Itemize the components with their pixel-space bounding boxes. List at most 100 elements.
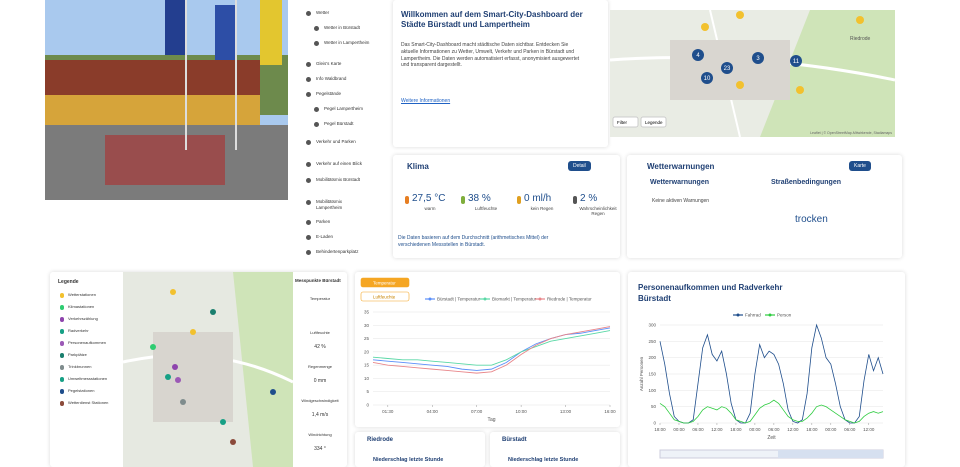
map-button[interactable]: Karte [849, 161, 871, 171]
legend-item: Klimastationen [68, 304, 95, 309]
temperature-chart: Temperatur Luftfeuchte 0 5 10 15 20 25 30 35 01:30… [360, 277, 616, 423]
legend-icon [60, 329, 64, 334]
nav-item[interactable]: Gleis's Karte [316, 61, 342, 66]
x-tick-label: 06:00 [692, 427, 704, 432]
x-tick-label: 00:00 [749, 427, 761, 432]
map-marker [796, 86, 804, 94]
rain-label: Niederschlag letzte Stunde [373, 457, 444, 463]
map-marker [701, 72, 713, 84]
map-marker [721, 62, 733, 74]
nav-item[interactable]: Pegelstände [316, 91, 342, 96]
nav-item[interactable]: Verkehr und Parken [316, 139, 356, 144]
toggle-button[interactable] [360, 291, 410, 302]
nav-icon [306, 11, 311, 16]
detail-button[interactable]: Detail [568, 161, 591, 171]
x-tick-label: 00:00 [673, 427, 685, 432]
nav-icon [306, 140, 311, 145]
nav-item[interactable]: Behindertenparkplatz [316, 249, 359, 254]
column-title: Wetterwarnungen [650, 179, 709, 186]
legend-icon [60, 353, 64, 358]
welcome-title: Willkommen auf dem Smart-City-Dashboard … [401, 10, 583, 30]
legend-item: Personenaufkommen [68, 340, 107, 345]
welcome-card: Willkommen auf dem Smart-City-Dashboard … [393, 0, 608, 147]
legend-item: Trinkbrunnen [68, 364, 92, 369]
map-marker [701, 23, 709, 31]
y-tick-label: 150 [648, 372, 656, 377]
nav-item[interactable]: Wetter [316, 10, 330, 15]
nav-item[interactable]: Wetter in Lampertheim [324, 40, 370, 45]
y-tick-label: 0 [653, 421, 656, 426]
toggle-button[interactable] [360, 277, 410, 288]
info-link[interactable]: Weitere Informationen [401, 98, 451, 104]
nav-icon [306, 250, 311, 255]
y-tick-label: 250 [648, 339, 656, 344]
legend-item: Wetterstationen [68, 292, 96, 297]
map-button[interactable] [640, 116, 667, 128]
y-tick-label: 100 [648, 388, 656, 393]
map[interactable] [123, 272, 293, 467]
station-value: 42 % [314, 344, 326, 350]
legend-icon [60, 341, 64, 346]
map-button[interactable] [612, 116, 639, 128]
series-line [372, 326, 611, 374]
sidebar: Wetter Wetter in Bürstadt Wetter in Lamper… [298, 0, 386, 262]
nav-item[interactable]: Verkehr auf einen Blick [316, 161, 363, 166]
nav-icon [306, 178, 311, 183]
map-marker [210, 309, 216, 315]
metric-icon [573, 196, 577, 204]
nav-item[interactable]: Pegel Lampertheim [324, 106, 364, 111]
nav-item[interactable]: Info Waldbrand [316, 76, 347, 81]
klima-note: Die Daten basieren auf dem Durchschnitt … [398, 235, 549, 248]
map-marker [230, 439, 236, 445]
station-label: Temperatur [309, 296, 331, 301]
nav-icon [306, 62, 311, 67]
map-marker [170, 289, 176, 295]
legend-swatch [428, 297, 432, 301]
legend-item: Wetterdienst Stationen [68, 400, 109, 405]
station-label: Windgeschwindigkeit [301, 398, 339, 403]
metric-icon [461, 196, 465, 204]
metric-label: Luftfeuchte [474, 206, 498, 211]
nav-item[interactable]: Mobilitätsmix Lampertheim [316, 199, 343, 210]
marker-label: 11 [793, 59, 800, 65]
station-value: 1,4 m/s [311, 412, 329, 418]
nav-item[interactable]: Wetter in Bürstadt [324, 25, 360, 30]
x-tick-label: 12:00 [711, 427, 723, 432]
metric-value: 0 ml/h [524, 193, 552, 204]
legend-item: Verkehrszählung [68, 316, 98, 321]
nav-item[interactable]: Parken [316, 219, 331, 224]
map-marker [692, 49, 704, 61]
station-label: Windrichtung [308, 432, 332, 437]
nav-item[interactable]: Pegel Bürstadt [324, 121, 354, 126]
warnings-title: Wetterwarnungen [647, 162, 715, 171]
station-value: 334 ° [314, 446, 326, 452]
rain-title: Riedrode [367, 437, 394, 443]
map-marker [175, 377, 181, 383]
y-tick-label: 15 [364, 363, 370, 368]
legend-label: Fahrrad [745, 313, 761, 318]
nav-item[interactable]: E-Laden [316, 234, 334, 239]
x-tick-label: 10:00 [515, 409, 527, 414]
x-tick-label: 16:00 [604, 409, 616, 414]
warning-text: Keine aktiven Warnungen [652, 198, 710, 204]
x-tick-label: 07:00 [471, 409, 483, 414]
legend-icon [60, 401, 64, 406]
y-tick-label: 30 [364, 323, 370, 328]
map-marker [150, 344, 156, 350]
metric-value: 2 % [580, 193, 598, 204]
map-panel: Legende Messpunkte Bürstadt Wetterstatio… [50, 272, 347, 467]
map[interactable]: 4 23 3 11 10 Riedrode Filter Legende Leaflet | ©… [610, 10, 895, 137]
map-marker [856, 16, 864, 24]
metric-label: kein Regen [530, 206, 554, 211]
map-marker [172, 364, 178, 370]
legend-swatch [483, 297, 487, 301]
y-tick-label: 20 [364, 349, 370, 354]
people-title: Personenaufkommen und Radverkehr Bürstad… [638, 283, 783, 304]
metric-icon [405, 196, 409, 204]
nav-item[interactable]: Mobilitätsmix Bürstadt [316, 177, 361, 182]
map-marker [165, 374, 171, 380]
range-handle [778, 450, 883, 458]
rain-label: Niederschlag letzte Stunde [508, 457, 579, 463]
nav-icon [306, 200, 311, 205]
